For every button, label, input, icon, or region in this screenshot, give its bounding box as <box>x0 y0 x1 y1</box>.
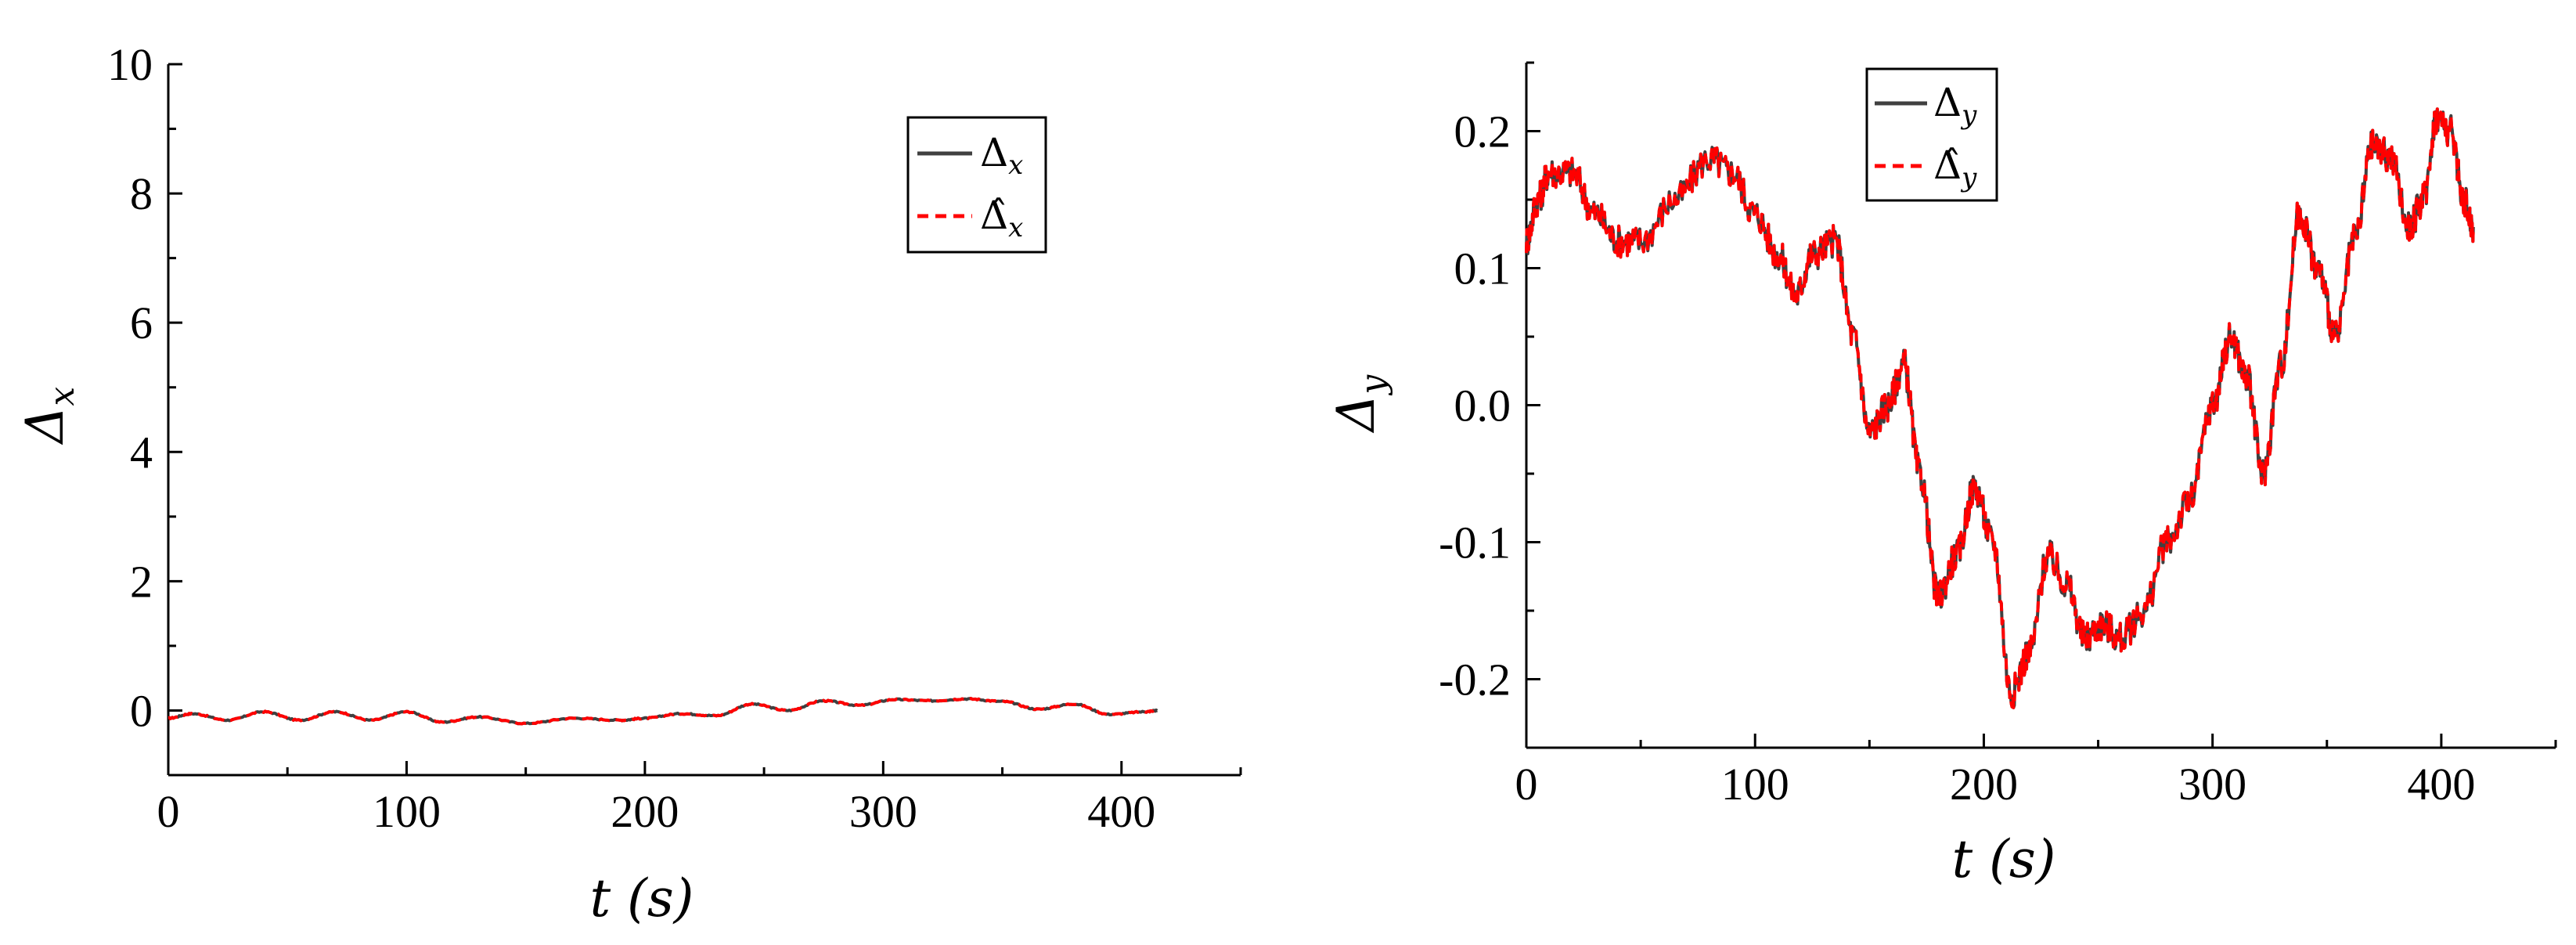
y-tick-labels: 0 2 4 6 8 10 <box>107 39 153 736</box>
x-tick-label: 400 <box>2407 759 2475 810</box>
legend: Δx Δ̂x <box>906 116 1047 254</box>
y-axis-label: Δx <box>15 387 82 446</box>
tick-marks <box>1525 61 2557 749</box>
series-lines <box>168 697 1158 726</box>
y-tick-label: 10 <box>107 39 153 90</box>
x-axis-label: t (s) <box>1952 829 2056 889</box>
x-tick-label: 0 <box>157 786 180 837</box>
y-tick-label: -0.1 <box>1439 518 1511 568</box>
y-axis-label: Δy <box>1326 374 1393 435</box>
x-tick-labels: 0 100 200 300 400 <box>1515 759 2476 810</box>
y-tick-label: 0.2 <box>1454 106 1511 157</box>
x-tick-label: 200 <box>1950 759 2018 810</box>
chart-delta-y: 0 100 200 300 400 -0.2 -0.1 0.0 0.1 0.2 t (s) Δy… <box>1326 61 2557 889</box>
legend: Δy Δ̂y <box>1865 67 1998 202</box>
chart-delta-x: 0 100 200 300 400 0 2 4 6 8 10 t (s) Δx Δx Δ̂x <box>15 39 1242 929</box>
y-tick-label: 4 <box>130 427 153 478</box>
tick-marks <box>167 63 1242 777</box>
y-tick-label: 0 <box>130 685 153 736</box>
x-tick-label: 100 <box>373 786 441 837</box>
y-tick-label: -0.2 <box>1439 655 1511 705</box>
x-tick-labels: 0 100 200 300 400 <box>157 786 1156 837</box>
x-axis-label: t (s) <box>590 868 694 929</box>
y-tick-label: 0.0 <box>1454 381 1511 431</box>
y-tick-label: 2 <box>130 556 153 607</box>
x-tick-label: 300 <box>2178 759 2246 810</box>
legend-label-series-1: Δx <box>980 130 1023 181</box>
y-tick-label: 6 <box>130 298 153 348</box>
axes <box>167 64 1241 777</box>
y-tick-label: 0.1 <box>1454 243 1511 294</box>
series-line-2 <box>1525 107 2475 709</box>
x-tick-label: 200 <box>611 786 679 837</box>
series-lines <box>1525 107 2475 709</box>
legend-box <box>906 116 1047 254</box>
x-tick-label: 100 <box>1721 759 1789 810</box>
x-tick-label: 0 <box>1515 759 1538 810</box>
axes <box>1525 63 2556 749</box>
x-tick-label: 300 <box>849 786 917 837</box>
legend-box <box>1865 67 1998 202</box>
series-line-2 <box>168 697 1158 726</box>
x-tick-label: 400 <box>1087 786 1155 837</box>
y-tick-label: 8 <box>130 168 153 219</box>
y-tick-labels: -0.2 -0.1 0.0 0.1 0.2 <box>1439 106 1511 705</box>
